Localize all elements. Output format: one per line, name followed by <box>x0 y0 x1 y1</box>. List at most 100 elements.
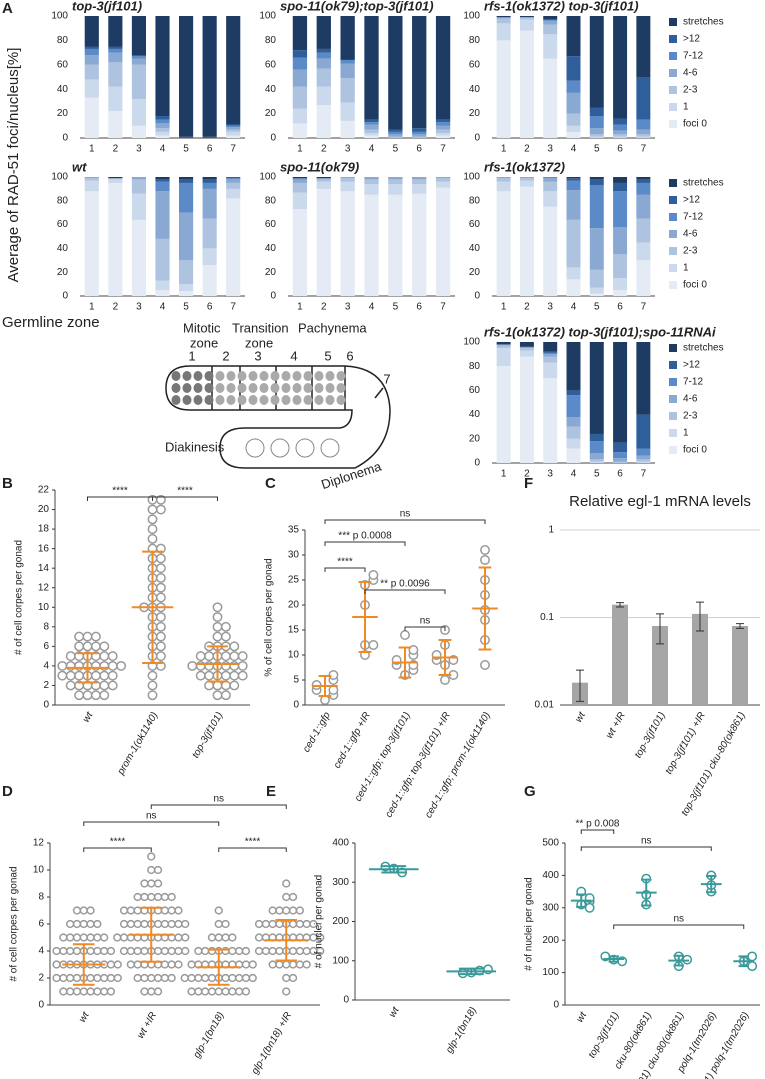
cell <box>325 395 335 405</box>
data-point <box>160 919 170 929</box>
data-point <box>86 987 95 996</box>
bar-segment <box>566 279 581 296</box>
y-tick-label: 1 <box>548 525 554 536</box>
bar-segment <box>108 48 123 53</box>
bar-segment <box>226 179 241 183</box>
y-tick-label: 0.01 <box>535 700 555 711</box>
oocyte <box>245 438 265 458</box>
data-point <box>147 973 156 983</box>
error-bar <box>576 669 584 702</box>
bar-segment <box>179 16 194 137</box>
panel-label: F <box>524 475 533 492</box>
legend-label: 2-3 <box>683 85 698 96</box>
gonad-outline <box>165 365 391 469</box>
bar-segment <box>543 19 558 21</box>
panel-label: A <box>2 0 13 17</box>
sd-bar <box>318 675 332 697</box>
bar-segment <box>519 180 534 187</box>
data-point <box>295 919 305 929</box>
data-point <box>116 660 127 671</box>
pointer <box>374 387 384 399</box>
error-bar <box>616 602 624 608</box>
data-point <box>207 987 217 996</box>
bar-segment <box>566 16 581 57</box>
y-tick-label: 6 <box>43 641 49 652</box>
bar <box>732 625 748 705</box>
bar-segment <box>636 218 651 243</box>
bar-segment <box>316 58 331 69</box>
data-point <box>155 612 166 622</box>
data-point <box>316 946 325 956</box>
data-point <box>140 987 149 996</box>
bar-segment <box>131 58 146 65</box>
bar-segment <box>566 219 581 268</box>
y-tick-label: 0 <box>270 291 276 302</box>
bar-segment <box>589 441 604 454</box>
y-tick-label: 12 <box>33 838 45 849</box>
bar-segment <box>636 461 651 463</box>
data-point <box>66 919 75 929</box>
bar-segment <box>613 16 628 119</box>
bar-segment <box>519 16 534 18</box>
data-point <box>160 892 170 902</box>
bar-segment <box>108 62 123 87</box>
y-tick-label: 22 <box>38 485 50 496</box>
legend-swatch <box>669 412 677 420</box>
data-point <box>106 960 116 969</box>
data-point <box>228 946 237 956</box>
y-tick-label: 80 <box>57 35 69 46</box>
bar-segment <box>566 92 581 114</box>
cell <box>215 383 225 393</box>
x-tick-label: wt <box>575 1009 590 1024</box>
bar-segment <box>131 56 146 59</box>
bar-segment <box>364 135 379 138</box>
legend-swatch <box>669 344 677 352</box>
stage-label: Diakinesis <box>165 439 225 454</box>
data-point <box>187 973 196 983</box>
x-tick-label: 2 <box>321 144 327 155</box>
data-point <box>237 660 248 671</box>
bar-segment <box>589 461 604 463</box>
bar-segment <box>566 190 581 220</box>
bar-segment <box>636 242 651 261</box>
bar-segment <box>519 348 534 351</box>
bar-segment <box>388 136 403 138</box>
data-point <box>237 670 248 681</box>
bar-segment <box>435 125 451 130</box>
bar-segment <box>179 136 194 138</box>
data-point <box>74 670 85 681</box>
data-point <box>212 621 223 632</box>
panel-label: D <box>2 783 13 800</box>
data-point <box>119 919 129 929</box>
bar-segment <box>496 342 511 345</box>
data-point <box>275 946 284 956</box>
y-tick-label: 20 <box>288 600 300 611</box>
data-point <box>155 621 166 632</box>
x-tick-label: top-3(jf101) <box>190 710 225 760</box>
significance-label: ns <box>400 509 411 520</box>
bar-segment <box>226 198 241 296</box>
significance-label: **** <box>337 557 353 568</box>
bar-segment <box>613 191 628 227</box>
y-tick-label: 60 <box>57 59 69 70</box>
data-point <box>400 630 410 640</box>
data-point <box>241 946 251 956</box>
legend-label: foci 0 <box>683 280 707 291</box>
bar-segment <box>496 16 511 18</box>
x-tick-label: 6 <box>416 302 422 313</box>
legend-label: 4-6 <box>683 68 698 79</box>
bar-segment <box>364 184 379 195</box>
data-point <box>140 919 149 929</box>
bar-segment <box>226 16 241 125</box>
bar-segment <box>340 191 355 296</box>
bar-segment <box>435 119 451 123</box>
bar-segment <box>131 64 146 99</box>
bar-segment <box>108 179 123 183</box>
data-point <box>195 651 206 662</box>
data-point <box>254 919 264 929</box>
y-tick-label: 18 <box>38 524 50 535</box>
legend-label: 4-6 <box>683 394 698 405</box>
legend-swatch <box>669 120 677 128</box>
data-point <box>220 651 231 662</box>
bar-segment <box>84 97 99 138</box>
